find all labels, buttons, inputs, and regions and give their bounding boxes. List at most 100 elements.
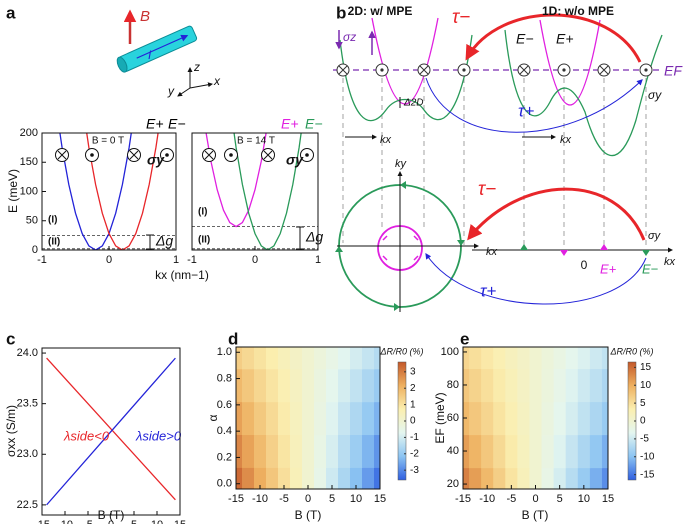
spin-symbol: [165, 153, 169, 157]
heat-cell: [302, 401, 315, 436]
band-diagram: [333, 13, 673, 312]
heat-cell: [374, 467, 380, 489]
x-tick-label: -15: [34, 519, 50, 524]
x-tick-label: 5: [557, 493, 563, 505]
y-tick-label: 0.8: [217, 372, 232, 384]
heat-cell: [481, 368, 494, 403]
heat-cell: [362, 347, 375, 370]
heat-cell: [236, 368, 243, 403]
annotation: (II): [198, 235, 210, 246]
heat-cell: [326, 368, 339, 403]
heat-cell: [254, 434, 267, 468]
x-tick-label: 15: [602, 493, 614, 505]
heat-cell: [553, 434, 567, 469]
x-axis-label: B (T): [522, 508, 549, 522]
heat-cell: [314, 347, 327, 370]
annotation: (II): [48, 237, 60, 248]
heat-cell: [589, 368, 603, 403]
band-label: E+: [600, 261, 617, 276]
heat-cell: [236, 467, 243, 489]
x-tick-label: 0: [305, 493, 311, 505]
heat-cell: [242, 467, 255, 489]
y-axis-label: α: [206, 414, 220, 421]
heat-cell: [278, 434, 291, 468]
heat-cell: [517, 434, 531, 469]
legend-label: λside>0: [135, 428, 182, 443]
heat-cell: [577, 467, 591, 489]
heat-cell: [236, 401, 243, 436]
y-tick-label: 0.0: [217, 478, 232, 490]
axis-label: kx: [664, 256, 676, 268]
x-tick-label: -15: [455, 493, 471, 505]
heat-cell: [290, 347, 303, 370]
legend-label: E−: [168, 116, 186, 132]
y-tick-label: 22.5: [17, 499, 38, 511]
colorbar-tick-label: -1: [410, 432, 419, 443]
panel-label: b: [336, 3, 346, 22]
x-tick-label: 0: [252, 254, 258, 266]
heat-cell: [290, 401, 303, 436]
heat-cell: [565, 401, 579, 436]
legend-label: E+: [281, 116, 299, 132]
heat-cell: [302, 347, 315, 370]
heat-cell: [290, 368, 303, 403]
heat-cell: [350, 401, 363, 436]
axis-label: kx: [560, 134, 572, 146]
heat-cell: [493, 434, 506, 469]
colorbar-tick-label: -3: [410, 465, 419, 476]
heat-cell: [481, 434, 494, 469]
y-tick-label: 24.0: [17, 347, 38, 359]
heat-cell: [517, 347, 531, 370]
heat-cell: [278, 347, 291, 370]
x-tick-label: 15: [174, 519, 186, 524]
y-tick-label: 200: [20, 127, 38, 139]
colorbar-tick-label: 0: [410, 416, 416, 427]
heat-cell: [314, 467, 327, 489]
heat-cell: [493, 368, 506, 403]
line-series: [205, 133, 267, 228]
heat-cell: [463, 347, 470, 370]
heat-cell: [314, 401, 327, 436]
heat-cell: [374, 368, 380, 403]
spin-label: σz: [343, 30, 356, 44]
heat-cell: [254, 401, 267, 436]
heat-cell: [505, 347, 518, 370]
heat-cell: [541, 347, 555, 370]
heat-cell: [517, 467, 531, 489]
x-tick-label: -10: [57, 519, 73, 524]
wire-schematic: [116, 9, 213, 97]
heat-cell: [481, 467, 494, 489]
heat-cell: [517, 368, 531, 403]
heat-cell: [553, 368, 567, 403]
panel-label: e: [460, 329, 469, 348]
heat-cell: [601, 467, 608, 489]
heat-cell: [254, 368, 267, 403]
colorbar-tick-label: -15: [640, 469, 655, 480]
heat-cell: [278, 467, 291, 489]
axis-label: y: [167, 84, 175, 98]
section-title: 1D: w/o MPE: [542, 4, 614, 18]
heat-cell: [266, 347, 279, 370]
heat-cell: [577, 401, 591, 436]
heat-cell: [326, 401, 339, 436]
heat-cell: [493, 467, 506, 489]
heat-cell: [517, 401, 531, 436]
y-tick-label: 50: [26, 215, 38, 227]
heat-cell: [362, 434, 375, 468]
colorbar-tick-label: -5: [640, 434, 649, 445]
heat-cell: [529, 467, 543, 489]
y-tick-label: 0.6: [217, 399, 232, 411]
heat-cell: [541, 368, 555, 403]
x-tick-label: -5: [279, 493, 289, 505]
heat-cell: [362, 401, 375, 436]
spin-label: σy: [648, 88, 662, 102]
heat-cell: [374, 347, 380, 370]
x-tick-label: 5: [329, 493, 335, 505]
y-tick-label: 150: [20, 156, 38, 168]
spin-symbol: [57, 150, 67, 160]
y-tick-label: 100: [20, 185, 38, 197]
scattering-label: τ−: [452, 7, 470, 28]
x-axis-label: kx (nm−1): [155, 268, 209, 282]
heat-cell: [326, 467, 339, 489]
